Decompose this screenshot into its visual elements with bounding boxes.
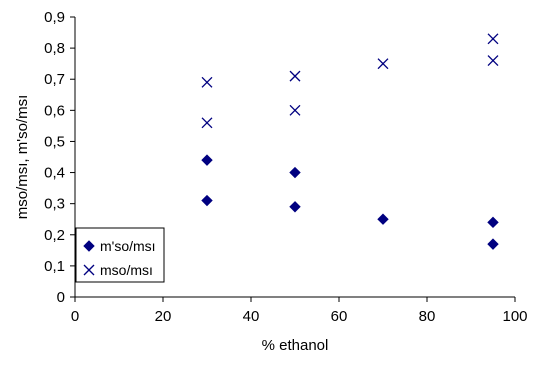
x-tick-label: 100 (502, 308, 527, 325)
diamond-point (487, 238, 499, 250)
y-axis-title: mso/msı, m'so/msı (14, 95, 31, 220)
axis-ticks (70, 16, 516, 302)
x-tick-label: 0 (71, 308, 79, 325)
legend-marker-cross (83, 264, 95, 276)
diamond-point (201, 154, 213, 166)
diamond-point (201, 194, 213, 207)
x-tick-label: 20 (155, 308, 172, 325)
y-tick-label: 0,6 (44, 102, 65, 119)
x-tick-label: 40 (243, 308, 260, 325)
legend-marker-diamond (83, 240, 95, 252)
y-tick-label: 0,3 (44, 196, 65, 213)
diamond-point (289, 201, 301, 213)
plot-area (74, 17, 515, 298)
y-tick-label: 0,7 (44, 71, 65, 88)
y-tick-label: 0,8 (44, 40, 65, 57)
cross-point (289, 70, 301, 82)
legend-label: mso/msı (100, 262, 153, 278)
cross-point (289, 104, 301, 116)
cross-point (487, 55, 499, 67)
y-tick-label: 0,5 (44, 133, 65, 150)
axis-tick-labels: 0 20 40 60 80 100 0 0,1 0,2 0,3 0,4 0,5 0,6 0,7 0,8 0,9 (44, 9, 527, 325)
data-marks (201, 33, 499, 250)
diamond-point (487, 216, 499, 229)
legend: m'so/msı mso/msı (75, 227, 165, 283)
diamond-point (289, 166, 301, 179)
cross-point (201, 76, 213, 88)
cross-point (201, 117, 213, 129)
y-tick-label: 0 (57, 289, 65, 306)
y-tick-label: 0,2 (44, 227, 65, 244)
y-tick-label: 0,1 (44, 258, 65, 275)
legend-label: m'so/msı (100, 238, 156, 254)
cross-point (487, 33, 499, 45)
x-tick-label: 80 (419, 308, 436, 325)
y-tick-label: 0,4 (44, 165, 65, 182)
legend-box (75, 227, 165, 283)
cross-point (377, 58, 389, 70)
x-tick-label: 60 (331, 308, 348, 325)
y-tick-label: 0,9 (44, 9, 65, 26)
x-axis-title: % ethanol (262, 337, 329, 354)
diamond-point (377, 213, 389, 225)
